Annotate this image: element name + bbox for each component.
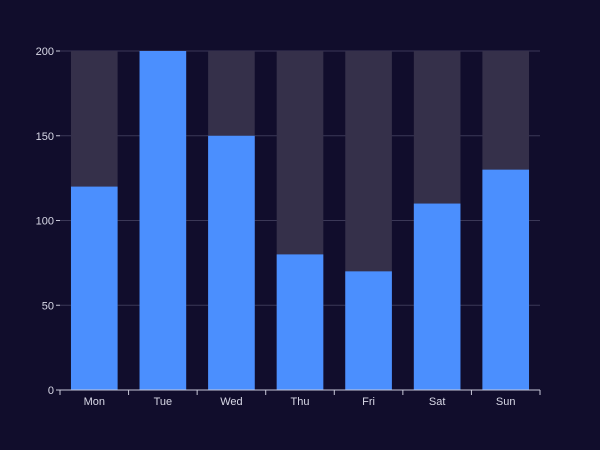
x-tick-label-wed: Wed (220, 396, 242, 408)
bar-sat (413, 203, 461, 390)
x-tick-label-tue: Tue (154, 396, 173, 408)
bar-mon (70, 186, 118, 390)
y-tick-label-150: 150 (36, 131, 54, 143)
bar-thu (276, 254, 324, 390)
x-tick-label-thu: Thu (291, 396, 310, 408)
bar-wed (208, 135, 255, 390)
y-tick-label-0: 0 (48, 385, 54, 397)
bars (70, 51, 530, 390)
y-tick-label-50: 50 (42, 300, 54, 312)
x-tick-label-sat: Sat (429, 396, 446, 408)
bar-tue (139, 51, 187, 390)
x-tick-label-fri: Fri (362, 396, 375, 408)
bar-fri (345, 271, 392, 390)
y-tick-label-100: 100 (36, 216, 54, 228)
x-tick-label-mon: Mon (84, 396, 105, 408)
bar-sun (482, 169, 530, 390)
tick-labels: 0 50 100 150 200 Mon Tue Wed Thu Fri Sat Sun (36, 46, 516, 408)
y-tick-label-200: 200 (36, 46, 54, 58)
x-tick-label-sun: Sun (496, 396, 516, 408)
axes (56, 50, 541, 395)
